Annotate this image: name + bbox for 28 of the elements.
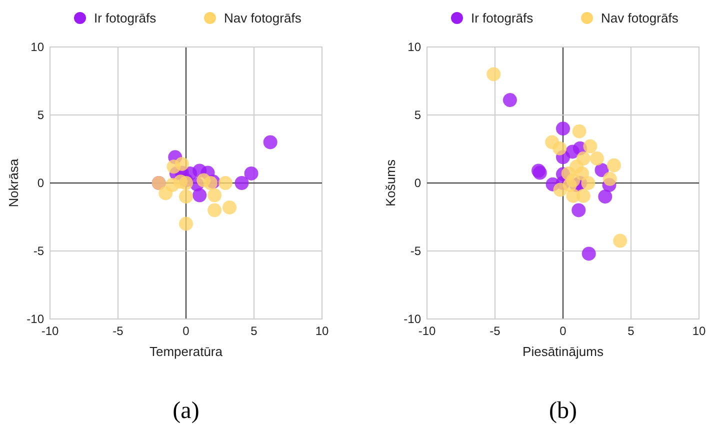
legend-label: Nav fotogrāfs xyxy=(224,10,302,26)
y-tick-label: -10 xyxy=(26,312,44,326)
y-tick-label: 10 xyxy=(408,40,422,54)
x-tick-label: 10 xyxy=(315,324,329,338)
legend-label: Ir fotogrāfs xyxy=(471,10,534,26)
y-axis-title: Košums xyxy=(383,159,398,206)
y-tick-label: 5 xyxy=(37,108,44,122)
text: (a) xyxy=(172,398,200,424)
legend-label: Nav fotogrāfs xyxy=(601,10,679,26)
x-tick-label: 5 xyxy=(628,324,635,338)
x-tick-label: 0 xyxy=(560,324,567,338)
y-tick-label: 0 xyxy=(414,176,422,190)
x-tick-label: -5 xyxy=(490,324,501,338)
y-tick-label: -10 xyxy=(404,312,422,326)
y-tick-label: 5 xyxy=(414,108,422,122)
legend-label: Ir fotogrāfs xyxy=(94,10,157,26)
y-tick-label: 10 xyxy=(30,40,44,54)
text: (b) xyxy=(549,398,577,424)
x-axis-title: Temperatūra xyxy=(150,344,224,359)
x-tick-label: -5 xyxy=(112,324,124,338)
y-axis-title: Nokrāsa xyxy=(6,158,21,208)
x-tick-label: 0 xyxy=(182,324,190,338)
y-tick-label: -5 xyxy=(410,244,422,258)
y-tick-label: 0 xyxy=(37,176,44,190)
y-tick-label: -5 xyxy=(33,244,44,258)
x-axis-title: Piesātinājums xyxy=(522,344,604,359)
x-tick-label: 10 xyxy=(692,324,706,338)
x-tick-label: 5 xyxy=(250,324,258,338)
